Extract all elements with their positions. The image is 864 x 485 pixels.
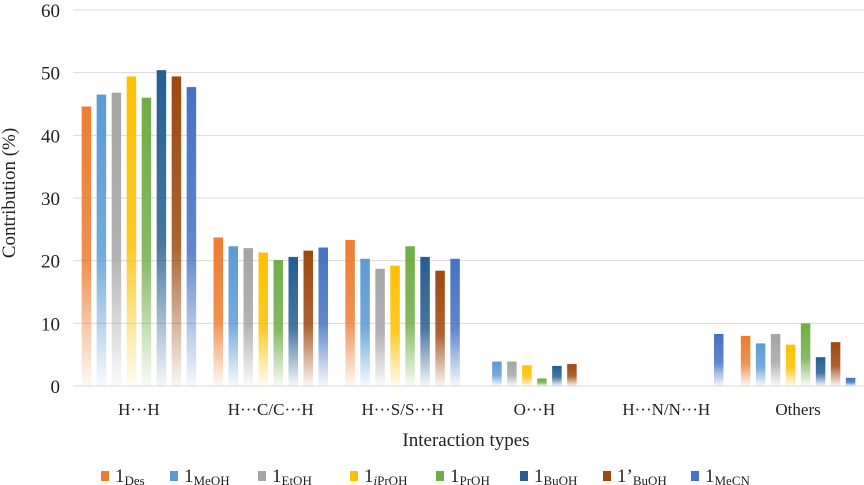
- legend-swatch: [436, 471, 444, 481]
- bar: [96, 94, 107, 386]
- x-category-labels: H···H H···C/C···H H···S/S···H O···H H···N/N·…: [118, 400, 821, 419]
- legend-swatch: [520, 471, 528, 481]
- bar: [714, 333, 724, 386]
- bar: [567, 364, 577, 386]
- y-tick-label: 50: [41, 64, 60, 85]
- bar: [243, 248, 253, 386]
- y-tick-label: 40: [41, 126, 60, 147]
- bar: [755, 343, 766, 386]
- bar: [492, 361, 502, 386]
- bar: [375, 268, 385, 386]
- bars: [81, 70, 856, 387]
- legend-entry: 1Des: [115, 466, 145, 485]
- x-category-label: H···S/S···H: [362, 400, 444, 419]
- x-category-label: H···C/C···H: [228, 400, 314, 419]
- bar: [420, 256, 430, 386]
- x-category-label: O···H: [514, 400, 556, 419]
- legend-swatch: [101, 471, 109, 481]
- bar: [318, 247, 328, 386]
- legend: 1Des 1MeOH 1EtOH 1iPrOH 1PrOH 1BuOH 1’BuOH 1MeC…: [101, 466, 751, 485]
- bar: [345, 239, 355, 386]
- y-axis-title: Contribution (%): [0, 128, 20, 258]
- legend-swatch: [603, 471, 611, 481]
- x-category-label: H···N/N···H: [622, 400, 710, 419]
- bar: [228, 246, 238, 386]
- x-axis-title: Interaction types: [402, 430, 529, 451]
- legend-entry: 1BuOH: [534, 466, 577, 485]
- legend-swatch: [258, 471, 266, 481]
- bar: [288, 256, 298, 386]
- x-category-label: H···H: [118, 400, 160, 419]
- bar: [186, 87, 197, 386]
- legend-swatch: [170, 471, 178, 481]
- bar: [258, 252, 268, 386]
- bar: [552, 365, 562, 386]
- bar: [740, 335, 751, 386]
- bar: [845, 377, 856, 386]
- bar: [405, 246, 415, 386]
- y-tick-label: 10: [41, 314, 60, 335]
- bar: [156, 70, 167, 386]
- legend-entry: 1EtOH: [272, 466, 312, 485]
- bar: [507, 361, 517, 386]
- y-tick-label: 60: [41, 1, 60, 22]
- y-tick-labels: 0 10 20 30 40 50 60: [41, 1, 60, 398]
- bar: [815, 357, 826, 386]
- bar: [126, 76, 137, 386]
- bar: [111, 92, 122, 386]
- bar: [800, 323, 811, 386]
- bar: [537, 378, 547, 386]
- gridlines: [73, 9, 864, 387]
- bar: [450, 258, 460, 386]
- bar: [141, 97, 152, 386]
- bar: [830, 342, 841, 386]
- bar: [785, 344, 796, 386]
- legend-entry: 1PrOH: [450, 466, 490, 485]
- legend-swatch: [691, 471, 699, 481]
- bar: [522, 365, 532, 386]
- legend-entry: 1MeCN: [705, 466, 751, 485]
- legend-entry: 1’BuOH: [617, 466, 667, 485]
- bar: [770, 333, 781, 386]
- bar: [303, 250, 313, 386]
- bar: [273, 260, 283, 386]
- legend-entry: 1MeOH: [184, 466, 230, 485]
- bar: [213, 237, 223, 386]
- bar: [390, 265, 400, 386]
- bar: [360, 258, 370, 386]
- legend-entry: 1iPrOH: [364, 466, 407, 485]
- y-tick-label: 0: [51, 377, 61, 398]
- bar: [171, 76, 182, 386]
- y-tick-label: 30: [41, 189, 60, 210]
- bar: [81, 106, 92, 387]
- bar: [435, 270, 445, 386]
- x-category-label: Others: [775, 400, 820, 419]
- legend-swatch: [350, 471, 358, 481]
- y-tick-label: 20: [41, 252, 60, 273]
